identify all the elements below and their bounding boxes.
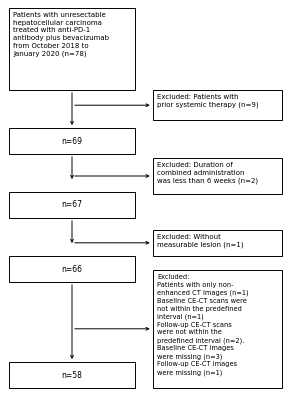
FancyBboxPatch shape <box>153 270 282 388</box>
FancyBboxPatch shape <box>153 158 282 194</box>
Text: Excluded: Without
measurable lesion (n=1): Excluded: Without measurable lesion (n=1… <box>157 234 244 248</box>
FancyBboxPatch shape <box>9 8 135 90</box>
FancyBboxPatch shape <box>9 128 135 154</box>
FancyBboxPatch shape <box>9 362 135 388</box>
Text: Patients with unresectable
hepatocellular carcinoma
treated with anti-PD-1
antib: Patients with unresectable hepatocellula… <box>13 12 109 57</box>
Text: n=67: n=67 <box>62 200 82 210</box>
Text: n=66: n=66 <box>62 264 82 274</box>
FancyBboxPatch shape <box>153 90 282 120</box>
Text: Excluded: Patients with
prior systemic therapy (n=9): Excluded: Patients with prior systemic t… <box>157 94 259 108</box>
FancyBboxPatch shape <box>9 256 135 282</box>
FancyBboxPatch shape <box>153 230 282 256</box>
Text: Excluded: Duration of
combined administration
was less than 6 weeks (n=2): Excluded: Duration of combined administr… <box>157 162 258 184</box>
Text: Excluded:
Patients with only non-
enhanced CT images (n=1)
Baseline CE-CT scans : Excluded: Patients with only non- enhanc… <box>157 274 249 376</box>
Text: n=69: n=69 <box>62 136 82 146</box>
Text: n=58: n=58 <box>62 370 82 380</box>
FancyBboxPatch shape <box>9 192 135 218</box>
